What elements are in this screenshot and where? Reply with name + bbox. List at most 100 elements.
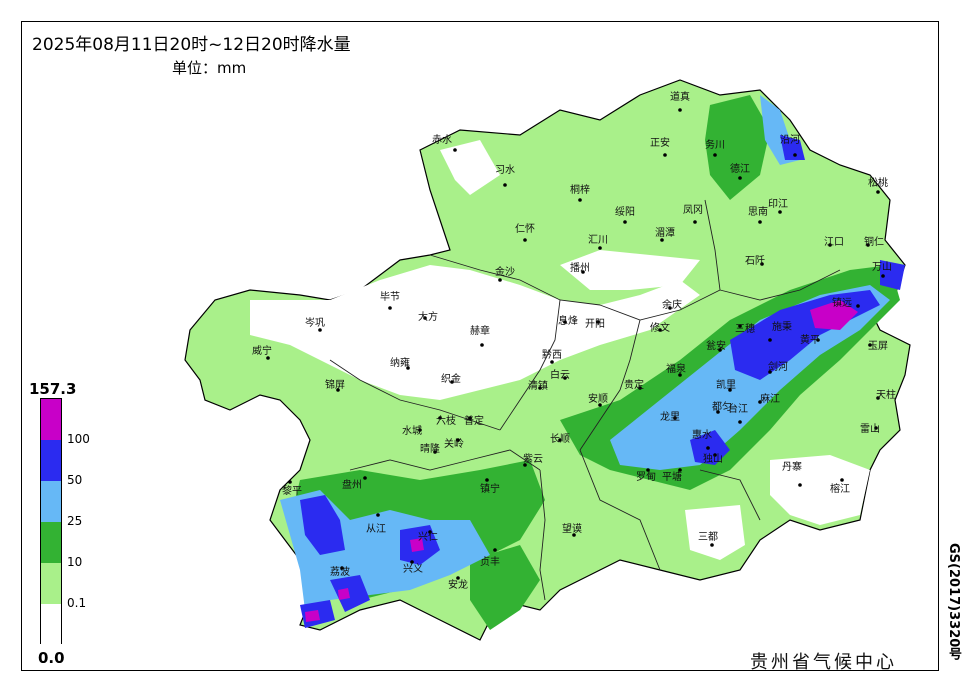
city-dot: [498, 278, 502, 282]
city-label: 石阡: [745, 255, 765, 267]
city-dot: [485, 478, 489, 482]
city-dot: [713, 453, 717, 457]
city-dot: [881, 274, 885, 278]
legend-tick-50: 50: [67, 473, 83, 487]
city-dot: [388, 306, 392, 310]
dry-area-bijie: [250, 265, 700, 400]
city-label: 印江: [768, 198, 788, 210]
city-dot: [798, 483, 802, 487]
city-label: 盘州: [342, 478, 362, 491]
city-dot: [658, 328, 662, 332]
city-dot: [363, 476, 367, 480]
city-label: 榕江: [830, 482, 850, 495]
city-dot: [288, 480, 292, 484]
legend-tick-10: 10: [67, 555, 83, 569]
city-dot: [336, 388, 340, 392]
city-dot: [503, 183, 507, 187]
city-label: 习水: [495, 164, 515, 176]
band-100-plus-sansui: [810, 300, 858, 330]
city-dot: [418, 428, 422, 432]
city-dot: [738, 420, 742, 424]
dry-area-libo: [685, 505, 745, 560]
city-dot: [578, 198, 582, 202]
city-label: 瓮安: [706, 339, 726, 352]
city-label: 台江: [728, 402, 748, 415]
city-dot: [866, 243, 870, 247]
city-dot: [874, 426, 878, 430]
city-dot: [760, 262, 764, 266]
city-dot: [710, 543, 714, 547]
city-dot: [828, 243, 832, 247]
city-label: 安龙: [448, 578, 468, 591]
legend-tick-100: 100: [67, 432, 90, 446]
city-label: 从江: [366, 523, 386, 535]
legend-segment-50: [41, 440, 61, 481]
city-dot: [840, 478, 844, 482]
city-label: 福泉: [666, 362, 686, 375]
city-dot: [428, 530, 432, 534]
city-label: 镇远: [832, 296, 852, 309]
city-label: 黔西: [542, 348, 562, 361]
city-dot: [646, 468, 650, 472]
city-label: 紫云: [523, 453, 543, 465]
city-dot: [558, 438, 562, 442]
issuer-name: 贵州省气候中心: [750, 652, 897, 673]
band-50-100-guiyang: [690, 430, 730, 465]
city-dot: [550, 360, 554, 364]
city-dot: [678, 373, 682, 377]
city-dot: [876, 396, 880, 400]
city-label: 贵定: [624, 378, 644, 391]
city-label: 龙里: [660, 410, 680, 423]
city-dot: [266, 356, 270, 360]
city-label: 道真: [670, 90, 690, 103]
city-dot: [758, 400, 762, 404]
city-dot: [433, 450, 437, 454]
city-label: 三都: [698, 531, 718, 543]
city-dot: [768, 338, 772, 342]
legend-segment-0-1: [41, 563, 61, 604]
city-dot: [716, 410, 720, 414]
city-label: 湄潭: [655, 227, 675, 239]
city-label: 普定: [464, 414, 484, 427]
map-review-number: GS(2017)3320号: [946, 543, 961, 661]
city-label: 镇宁: [480, 482, 500, 495]
city-label: 贞丰: [480, 555, 500, 568]
city-dot: [706, 446, 710, 450]
dry-area-north: [440, 140, 500, 195]
legend-segment-0: [41, 604, 61, 644]
city-dot: [598, 403, 602, 407]
city-dot: [868, 343, 872, 347]
city-label: 务川: [705, 138, 725, 151]
city-label: 麻江: [760, 392, 780, 405]
city-label: 独山: [703, 452, 723, 465]
city-label: 关岭: [444, 437, 464, 450]
city-dot: [876, 190, 880, 194]
map-title: 2025年08月11日20时~12日20时降水量: [32, 35, 351, 55]
city-label: 兴仁: [418, 531, 438, 543]
city-label: 织金: [441, 372, 461, 385]
band-10-25-south: [470, 545, 540, 630]
city-dot: [572, 533, 576, 537]
city-label: 荔波: [330, 565, 350, 578]
city-dot: [678, 108, 682, 112]
city-dot: [718, 348, 722, 352]
city-dot: [450, 380, 454, 384]
city-dot: [638, 386, 642, 390]
legend-color-bar: [40, 398, 62, 644]
city-label: 黄平: [800, 333, 820, 346]
band-50-100-east: [880, 260, 905, 290]
city-dot: [523, 463, 527, 467]
city-dot: [340, 566, 344, 570]
city-dot: [563, 376, 567, 380]
city-label: 玉屏: [868, 340, 888, 352]
city-label: 播州: [570, 261, 590, 274]
city-dot: [793, 153, 797, 157]
city-label: 毕节: [380, 290, 400, 303]
city-label: 金沙: [495, 265, 515, 278]
city-dot: [623, 220, 627, 224]
city-label: 望谟: [562, 522, 582, 535]
city-label: 天柱: [876, 388, 896, 401]
city-dot: [668, 306, 672, 310]
band-50-100-xingyi: [330, 575, 370, 612]
city-label: 凤冈: [683, 204, 703, 216]
